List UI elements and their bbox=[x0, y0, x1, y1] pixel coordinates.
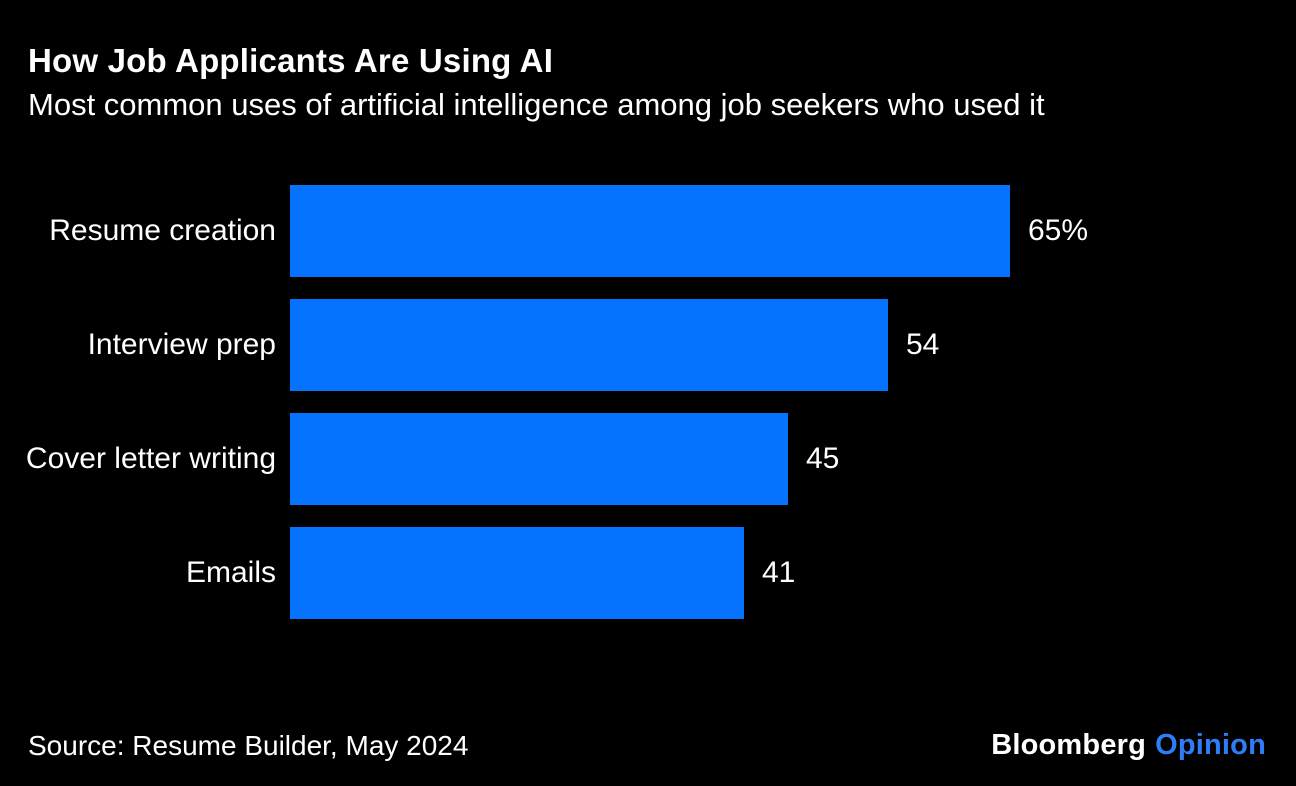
bar-plot-area: Resume creation 65% Interview prep 54 Co… bbox=[0, 185, 1296, 619]
bar-cover-letter-writing bbox=[290, 413, 788, 505]
bar-row: Interview prep 54 bbox=[0, 299, 1296, 391]
category-label: Resume creation bbox=[49, 214, 276, 247]
value-label: 65% bbox=[1028, 214, 1089, 247]
opinion-logo-text: Opinion bbox=[1155, 729, 1266, 761]
bar-row: Resume creation 65% bbox=[0, 185, 1296, 277]
chart-subtitle: Most common uses of artificial intellige… bbox=[28, 87, 1045, 122]
category-label: Interview prep bbox=[87, 328, 276, 361]
bar-interview-prep bbox=[290, 299, 888, 391]
bloomberg-opinion-wordmark: Bloomberg Opinion bbox=[991, 729, 1266, 762]
bar-resume-creation bbox=[290, 185, 1010, 277]
source-attribution: Source: Resume Builder, May 2024 bbox=[28, 730, 469, 761]
chart-title: How Job Applicants Are Using AI bbox=[28, 42, 554, 79]
value-label: 54 bbox=[906, 328, 940, 361]
bloomberg-logo-text: Bloomberg bbox=[991, 729, 1147, 761]
category-label: Cover letter writing bbox=[25, 442, 276, 475]
bar-row: Emails 41 bbox=[0, 527, 1296, 619]
bar-row: Cover letter writing 45 bbox=[0, 413, 1296, 505]
category-label: Emails bbox=[185, 556, 276, 589]
bar-emails bbox=[290, 527, 744, 619]
value-label: 41 bbox=[762, 556, 796, 589]
value-label: 45 bbox=[806, 442, 840, 475]
